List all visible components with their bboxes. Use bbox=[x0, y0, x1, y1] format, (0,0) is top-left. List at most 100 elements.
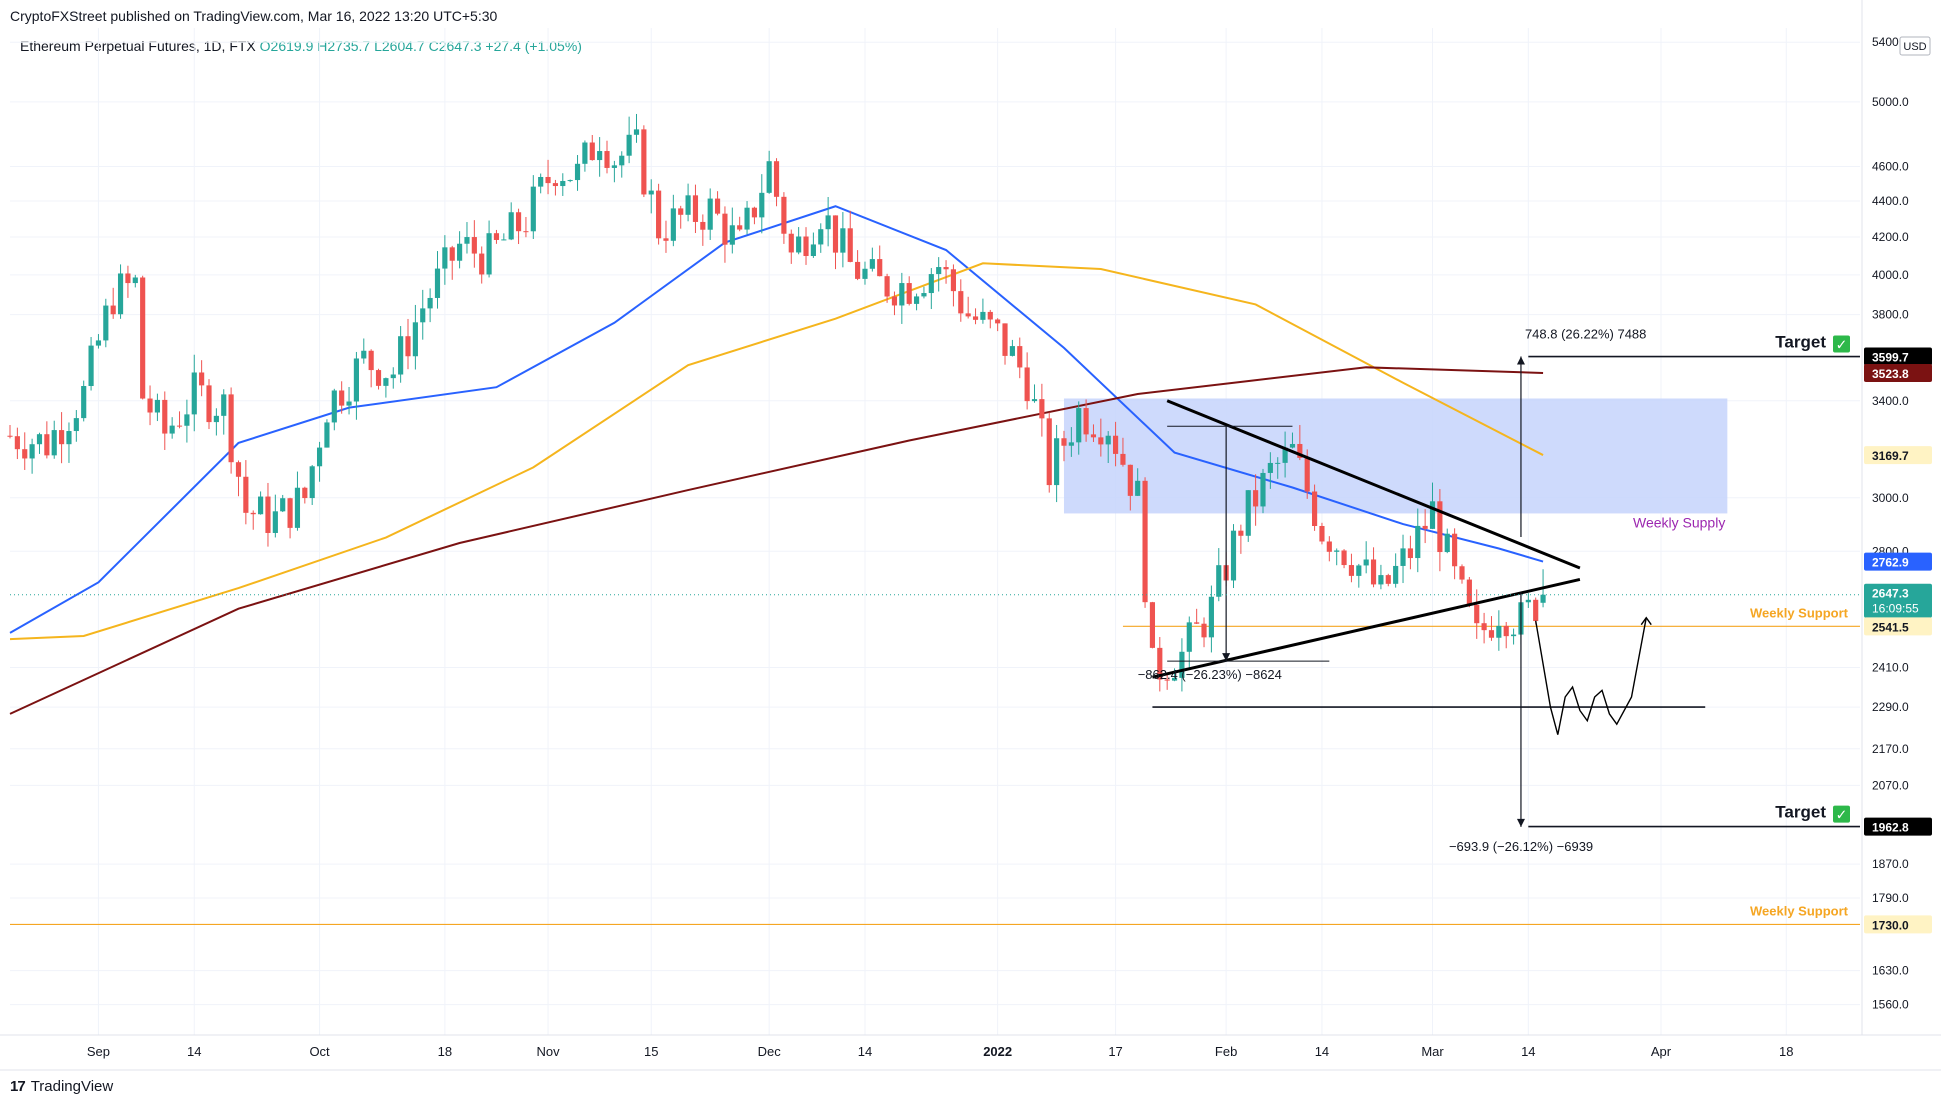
candle-body bbox=[103, 305, 109, 341]
candle-body bbox=[59, 430, 65, 445]
candle-body bbox=[722, 213, 728, 245]
candle-body bbox=[545, 176, 551, 184]
weekly-support-label: Weekly Support bbox=[1750, 605, 1849, 620]
candle-body bbox=[781, 196, 787, 234]
candle-body bbox=[442, 247, 448, 269]
measure-arrow bbox=[1516, 818, 1525, 827]
candle-body bbox=[1179, 651, 1185, 678]
currency-tag bbox=[1899, 36, 1931, 56]
candle-body bbox=[1503, 625, 1509, 637]
candle-body bbox=[1208, 596, 1214, 638]
candle-body bbox=[169, 425, 175, 434]
price-tick-label: 3400.0 bbox=[1872, 394, 1909, 408]
candle-body bbox=[309, 466, 315, 499]
candle-body bbox=[1319, 526, 1325, 542]
time-tick-label: 15 bbox=[644, 1044, 658, 1059]
candle-body bbox=[1533, 599, 1539, 622]
candle-body bbox=[1017, 346, 1023, 368]
candle-body bbox=[700, 221, 706, 230]
publish-line: CryptoFXStreet published on TradingView.… bbox=[10, 8, 498, 24]
weekly-supply-zone bbox=[1063, 398, 1728, 514]
candle-body bbox=[574, 163, 581, 181]
time-tick-label: 14 bbox=[1315, 1044, 1329, 1059]
price-tick-label: 1630.0 bbox=[1872, 964, 1909, 978]
candle-body bbox=[913, 296, 920, 304]
candle-body bbox=[1142, 480, 1148, 603]
candle-body bbox=[958, 291, 964, 314]
candle-body bbox=[1135, 480, 1141, 496]
time-tick-label: Feb bbox=[1215, 1044, 1237, 1059]
candle-body bbox=[737, 225, 743, 230]
tradingview-footer[interactable]: 17 TradingView bbox=[10, 1078, 113, 1095]
candle-body bbox=[294, 487, 301, 528]
projected-path bbox=[1535, 617, 1647, 735]
candle-body bbox=[744, 207, 750, 230]
candle-body bbox=[729, 225, 735, 245]
candle-body bbox=[464, 237, 470, 244]
candle-body bbox=[1525, 599, 1531, 603]
candle-body bbox=[1282, 447, 1288, 463]
projected-path-arrow bbox=[1640, 616, 1652, 626]
measure-arrow bbox=[1222, 653, 1231, 662]
candle-body bbox=[132, 277, 138, 284]
price-tick-label: 3800.0 bbox=[1872, 308, 1909, 322]
candle-body bbox=[1002, 323, 1008, 356]
candle-body bbox=[877, 259, 883, 277]
currency-label: USD bbox=[1903, 41, 1926, 53]
candle-body bbox=[235, 462, 242, 477]
candle-body bbox=[692, 195, 699, 222]
candle-body bbox=[582, 142, 588, 164]
target-check-glyph: ✓ bbox=[1836, 338, 1848, 354]
candle-body bbox=[1157, 647, 1163, 680]
candle-body bbox=[641, 129, 647, 195]
price-label: 1962.8 bbox=[1872, 821, 1909, 835]
measure-label: −693.9 (−26.12%) −6939 bbox=[1449, 839, 1593, 854]
candle-body bbox=[1039, 399, 1045, 419]
candle-body bbox=[1444, 533, 1450, 553]
candle-body bbox=[1120, 453, 1126, 465]
candle-body bbox=[117, 273, 124, 315]
candle-body bbox=[648, 190, 654, 195]
candle-body bbox=[339, 390, 345, 406]
candle-body bbox=[457, 243, 463, 261]
target-label: Target bbox=[1775, 803, 1826, 822]
price-label-bg bbox=[1864, 817, 1932, 836]
candle-body bbox=[1068, 442, 1074, 446]
candle-body bbox=[663, 238, 669, 241]
candle-body bbox=[796, 236, 802, 253]
candle-body bbox=[1385, 575, 1391, 584]
candle-body bbox=[368, 350, 374, 371]
candle-body bbox=[1429, 501, 1436, 529]
candle-body bbox=[995, 319, 1001, 324]
time-axis-bg bbox=[0, 1035, 1941, 1070]
candle-body bbox=[899, 283, 905, 306]
price-label: 2541.5 bbox=[1872, 620, 1909, 634]
candle-body bbox=[1370, 559, 1377, 585]
tradingview-logo-icon: 17 bbox=[10, 1078, 26, 1095]
candle-body bbox=[707, 198, 713, 230]
candle-body bbox=[36, 434, 43, 445]
candle-body bbox=[597, 151, 603, 161]
candle-body bbox=[810, 244, 816, 257]
candle-body bbox=[427, 297, 433, 309]
candle-body bbox=[972, 316, 979, 320]
price-tick-label: 1790.0 bbox=[1872, 891, 1909, 905]
time-tick-label: 14 bbox=[1521, 1044, 1535, 1059]
candle-body bbox=[552, 183, 558, 187]
price-label-bg bbox=[1864, 915, 1932, 934]
target-check-icon bbox=[1833, 805, 1850, 823]
candle-body bbox=[81, 386, 87, 419]
candle-body bbox=[1393, 565, 1399, 584]
candle-body bbox=[221, 394, 227, 416]
candle-body bbox=[1054, 438, 1060, 486]
price-label-countdown: 16:09:55 bbox=[1872, 602, 1919, 616]
candle-body bbox=[199, 372, 205, 386]
candle-body bbox=[324, 422, 330, 448]
candle-body bbox=[523, 231, 529, 233]
candle-body bbox=[1312, 491, 1318, 527]
candle-body bbox=[987, 311, 993, 320]
candle-body bbox=[125, 273, 131, 284]
candle-body bbox=[1363, 559, 1369, 566]
candle-body bbox=[1488, 630, 1495, 638]
